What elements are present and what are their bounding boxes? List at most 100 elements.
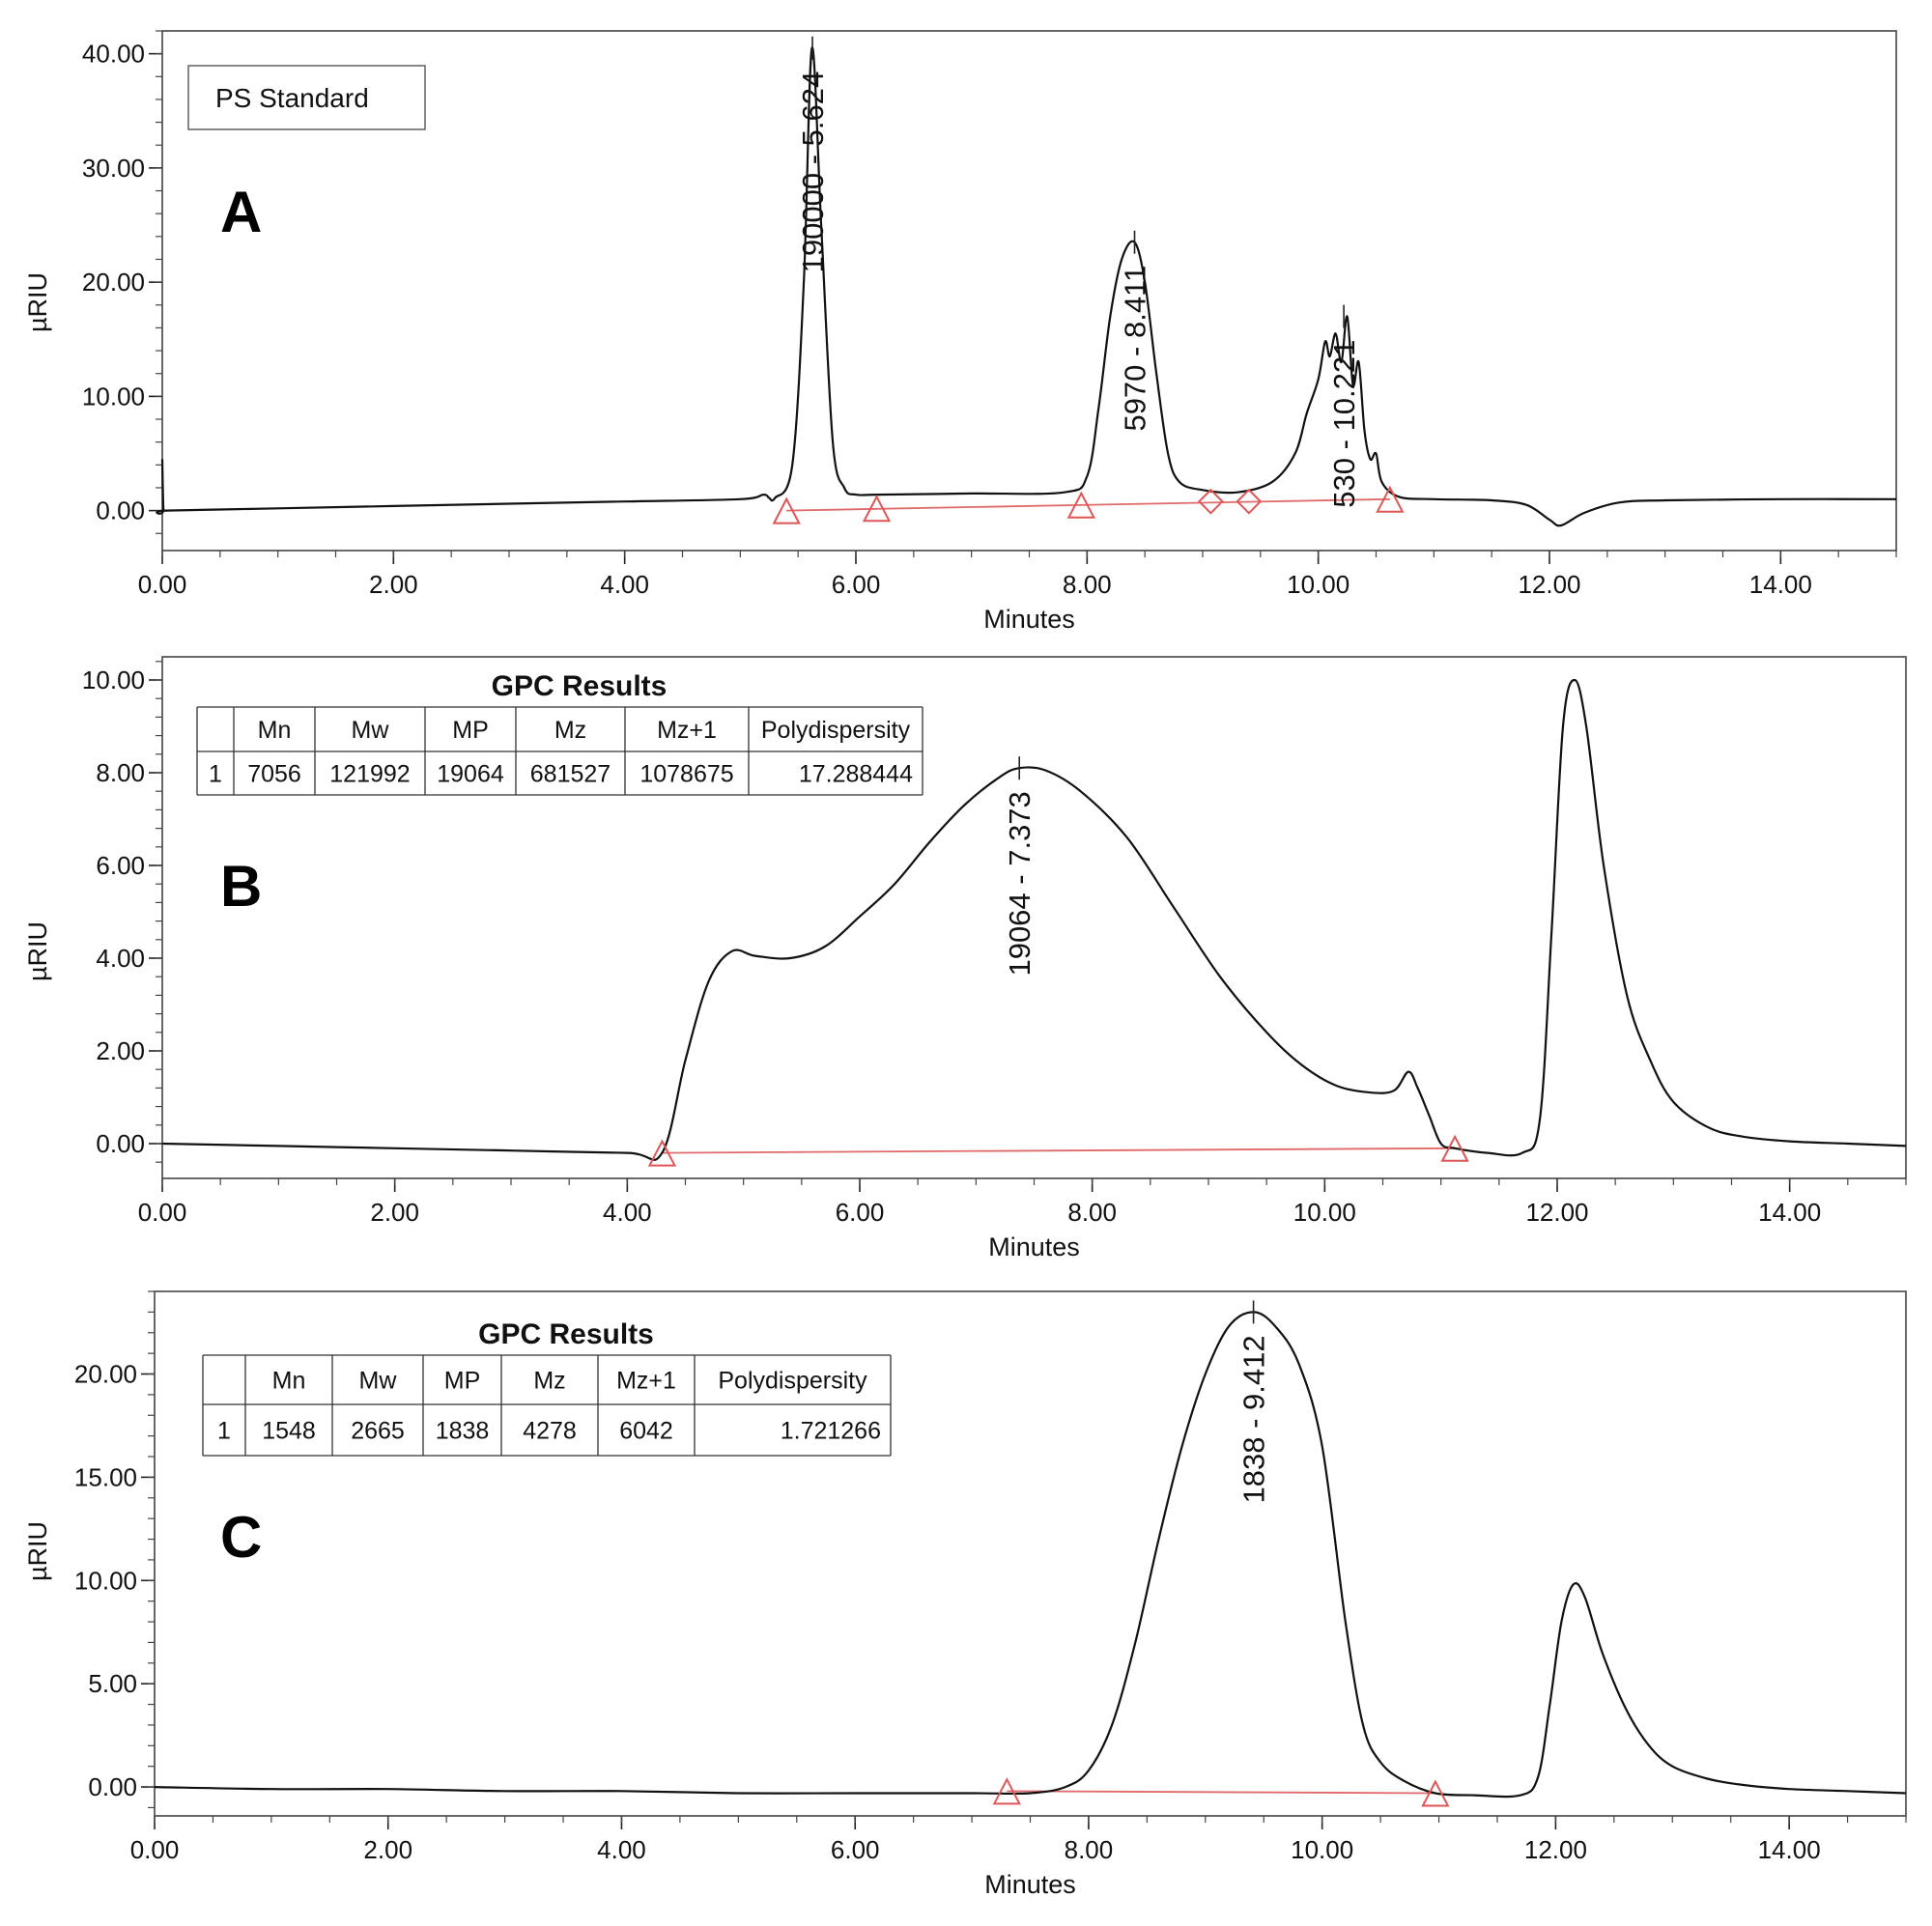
x-tick-label: 4.00: [600, 570, 649, 599]
x-tick-label: 2.00: [369, 570, 418, 599]
baseline-triangle-marker: [992, 1777, 1021, 1805]
y-tick-label: 40.00: [82, 40, 145, 69]
x-axis-label: Minutes: [984, 1870, 1076, 1899]
x-tick-label: 14.00: [1758, 1835, 1821, 1864]
y-tick-label: 15.00: [74, 1462, 137, 1491]
x-tick-label: 14.00: [1749, 570, 1812, 599]
x-axis-label: Minutes: [988, 1232, 1080, 1261]
y-tick-label: 6.00: [96, 851, 145, 880]
y-tick-label: 0.00: [88, 1772, 137, 1801]
table-data-cell: 1: [217, 1418, 231, 1445]
y-tick-label: 8.00: [96, 758, 145, 787]
legend-box: [187, 65, 426, 130]
chart-panel-b: 0.00 2.00 4.00 6.00 8.00 10.00 12.00 14.000.002…: [23, 656, 1907, 1261]
x-tick-label: 12.00: [1518, 570, 1580, 599]
table-title: GPC Results: [478, 1318, 654, 1350]
baseline-diamond-marker: [1197, 488, 1224, 515]
table-data-cell: 681527: [530, 761, 611, 788]
table-data-cell: 17.288444: [799, 761, 913, 788]
table-header-cell: Mz: [533, 1368, 565, 1395]
legend-text: PS Standard: [215, 83, 369, 113]
x-tick-label: 4.00: [597, 1835, 646, 1864]
x-tick-label: 6.00: [831, 1835, 880, 1864]
table-data-cell: 4278: [523, 1418, 577, 1445]
table-title: GPC Results: [492, 670, 668, 702]
baseline-triangle-marker: [772, 496, 801, 524]
x-tick-label: 0.00: [138, 570, 187, 599]
x-tick-label: 12.00: [1525, 1198, 1588, 1227]
peak-label: 1838 - 9.412: [1237, 1335, 1271, 1503]
baseline-triangle-marker: [1421, 1779, 1450, 1807]
chromatogram-trace: [154, 1311, 1907, 1799]
baseline-triangle-marker: [862, 495, 892, 523]
table-data-cell: 1838: [436, 1418, 490, 1445]
table-data-cell: 6042: [619, 1418, 673, 1445]
panel-letter: C: [220, 1505, 262, 1570]
x-tick-label: 14.00: [1758, 1198, 1821, 1227]
x-tick-label: 2.00: [370, 1198, 419, 1227]
table-data-cell: 1.721266: [781, 1418, 881, 1445]
table-header-cell: Mz+1: [616, 1368, 676, 1395]
x-tick-label: 4.00: [603, 1198, 652, 1227]
x-tick-label: 10.00: [1291, 1835, 1353, 1864]
panel-letter: A: [220, 180, 262, 244]
gpc-results-table: GPC Results Mn Mw MP Mz Mz+1 Polydispersity 1 70…: [196, 670, 923, 796]
x-tick-label: 2.00: [363, 1835, 412, 1864]
y-tick-label: 10.00: [82, 382, 145, 411]
x-tick-label: 12.00: [1524, 1835, 1587, 1864]
y-axis-label: µRIU: [23, 272, 52, 332]
y-tick-label: 4.00: [96, 944, 145, 973]
x-tick-label: 10.00: [1287, 570, 1350, 599]
x-tick-label: 6.00: [832, 570, 881, 599]
x-tick-label: 0.00: [130, 1835, 180, 1864]
y-tick-label: 0.00: [96, 496, 145, 525]
table-header-cell: MP: [444, 1368, 481, 1395]
baseline-triangle-marker: [647, 1139, 677, 1167]
integration-baseline: [662, 1147, 1456, 1154]
peak-label: 190000 - 5.624: [796, 71, 830, 273]
x-tick-label: 8.00: [1063, 570, 1112, 599]
x-tick-label: 6.00: [836, 1198, 885, 1227]
y-tick-label: 5.00: [88, 1669, 137, 1698]
table-data-cell: 1548: [262, 1418, 316, 1445]
y-tick-label: 20.00: [82, 268, 145, 297]
y-tick-label: 20.00: [74, 1360, 137, 1389]
peak-label: 530 - 10.221: [1327, 340, 1361, 508]
table-header-cell: Mz+1: [657, 717, 717, 744]
table-data-cell: 1: [209, 761, 222, 788]
peak-label: 19064 - 7.373: [1003, 791, 1037, 976]
chromatogram-trace: [156, 46, 1897, 527]
baseline-triangle-marker: [1440, 1134, 1469, 1162]
panel-letter: B: [220, 854, 262, 919]
table-header-cell: Polydispersity: [761, 717, 911, 744]
table-header-cell: Mw: [352, 717, 390, 744]
x-tick-label: 10.00: [1293, 1198, 1356, 1227]
table-header-cell: Mn: [258, 717, 292, 744]
gpc-results-table: GPC Results Mn Mw MP Mz Mz+1 Polydispersity 1 15…: [202, 1318, 892, 1457]
table-header-cell: MP: [452, 717, 489, 744]
table-header-cell: Polydispersity: [718, 1368, 867, 1395]
x-axis-label: Minutes: [983, 605, 1075, 634]
y-tick-label: 30.00: [82, 154, 145, 183]
peak-label: 5970 - 8.411: [1119, 266, 1152, 432]
chart-panel-c: 0.00 2.00 4.00 6.00 8.00 10.00 12.00 14.00 0.00 5…: [23, 1290, 1907, 1899]
y-tick-label: 0.00: [96, 1129, 145, 1158]
y-axis-label: µRIU: [23, 921, 52, 981]
table-background: [203, 1355, 891, 1456]
table-data-cell: 19064: [437, 761, 504, 788]
y-tick-label: 10.00: [82, 666, 145, 694]
table-data-cell: 7056: [247, 761, 301, 788]
integration-baseline: [1007, 1790, 1435, 1795]
baseline-triangle-marker: [1376, 485, 1405, 513]
chart-panel-a: 0.00 2.00 4.00 6.00 8.00 10.00 12.00 14.00 0.00 1…: [23, 30, 1897, 634]
table-data-cell: 121992: [329, 761, 410, 788]
baseline-triangle-marker: [1066, 491, 1095, 519]
y-tick-label: 10.00: [74, 1566, 137, 1595]
x-tick-label: 8.00: [1067, 1198, 1117, 1227]
table-header-cell: Mz: [554, 717, 586, 744]
table-header-cell: Mn: [272, 1368, 306, 1395]
table-data-cell: 2665: [351, 1418, 405, 1445]
chromatogram-trace: [161, 678, 1907, 1161]
table-header-cell: Mw: [359, 1368, 398, 1395]
